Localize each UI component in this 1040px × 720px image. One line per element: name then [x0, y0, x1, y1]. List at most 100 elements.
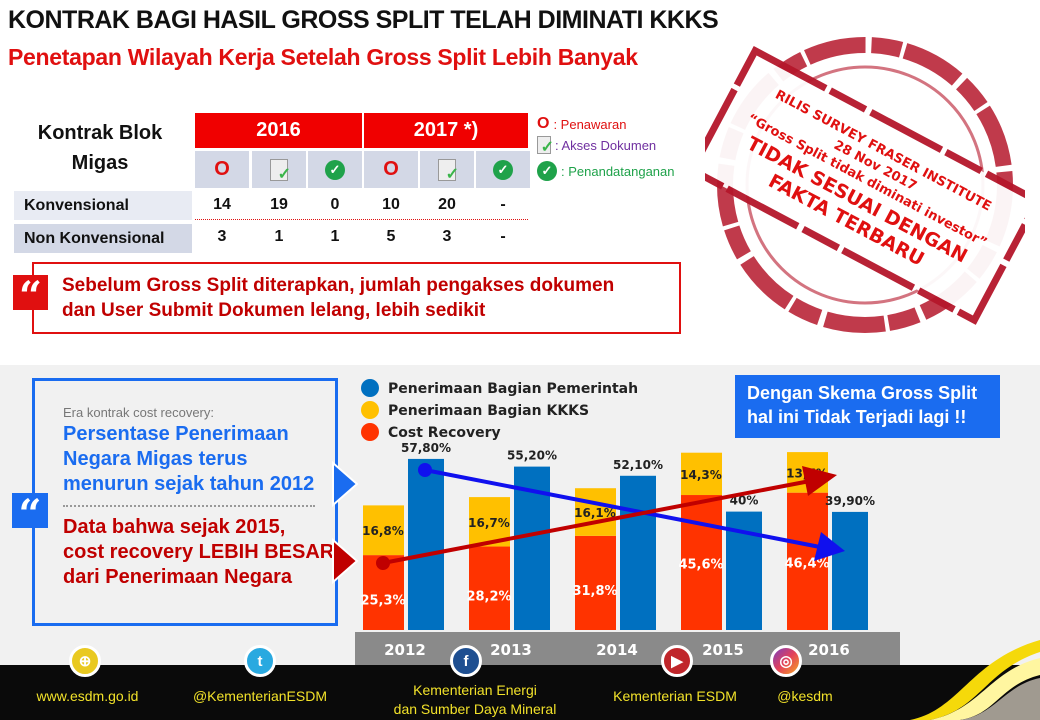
year-header-2016: 2016: [195, 113, 362, 148]
bar-kkks: [363, 505, 404, 556]
row-label-non-konvensional: Non Konvensional: [14, 224, 192, 253]
quote-icon: “: [12, 493, 48, 537]
label-cost-recovery: 46,4%: [784, 556, 829, 571]
red-statement: Data bahwa sejak 2015,: [63, 516, 286, 538]
divider: [63, 505, 315, 507]
facebook-page[interactable]: Kementerian Energi dan Sumber Daya Minera…: [375, 681, 575, 719]
red-statement: cost recovery LEBIH BESAR: [63, 541, 335, 563]
document-check-icon: [270, 158, 291, 184]
quote-icon: “: [13, 275, 48, 319]
youtube-channel[interactable]: Kementerian ESDM: [613, 688, 737, 704]
era-label: Era kontrak cost recovery:: [63, 405, 214, 420]
icon-cell: O: [195, 151, 249, 188]
red-statement: dari Penerimaan Negara: [63, 566, 292, 588]
legend-label: Cost Recovery: [388, 425, 501, 441]
label-cost-recovery: 28,2%: [466, 589, 511, 604]
website-link[interactable]: www.esdm.go.id: [36, 688, 139, 704]
table-cell: 10: [382, 196, 400, 213]
stamp-graphic: RILIS SURVEY FRASER INSTITUTE 28 Nov 201…: [705, 37, 1025, 333]
document-check-icon: [537, 136, 554, 157]
pointer-arrows: [332, 460, 359, 585]
arrowhead-icon: [802, 466, 837, 496]
facebook-icon[interactable]: f: [450, 645, 482, 677]
blue-statement: Negara Migas terus: [63, 448, 248, 470]
legend-akses: : Akses Dokumen: [537, 136, 656, 157]
callout-text: Sebelum Gross Split diterapkan, jumlah p…: [62, 275, 615, 296]
bar-cost-recovery: [469, 546, 510, 630]
label-pemerintah: 55,20%: [507, 449, 557, 463]
blue-statement: menurun sejak tahun 2012: [63, 473, 315, 495]
note-text: hal ini Tidak Terjadi lagi !!: [747, 407, 967, 427]
document-check-icon: [438, 158, 459, 184]
twitter-handle[interactable]: @KementerianESDM: [192, 688, 328, 704]
globe-icon[interactable]: ⊕: [69, 645, 101, 677]
table-cell: 14: [213, 196, 231, 213]
label-kkks: 14,3%: [680, 468, 722, 482]
legend-marker: [361, 401, 379, 419]
label-kkks: 16,8%: [362, 524, 404, 538]
legend-text: : Penandatanganan: [561, 163, 675, 179]
offer-icon: O: [214, 158, 230, 180]
label-pemerintah: 52,10%: [613, 458, 663, 472]
label-cost-recovery: 45,6%: [678, 558, 723, 573]
x-tick-label: 2013: [490, 641, 532, 659]
instagram-handle[interactable]: @kesdm: [777, 688, 833, 704]
legend-label: Penerimaan Bagian Pemerintah: [388, 381, 638, 397]
youtube-icon[interactable]: ▶: [661, 645, 693, 677]
footer-text: Kementerian Energi: [413, 682, 537, 698]
page-subtitle: Penetapan Wilayah Kerja Setelah Gross Sp…: [8, 44, 638, 70]
table-cell: 5: [386, 228, 396, 245]
page-title: KONTRAK BAGI HASIL GROSS SPLIT TELAH DIM…: [8, 6, 719, 34]
x-axis-band: [355, 632, 900, 665]
bar-kkks: [681, 452, 722, 496]
cost-recovery-era-box: Era kontrak cost recovery: Persentase Pe…: [32, 378, 338, 626]
table-cell: 3: [217, 228, 227, 245]
arrowhead-icon: [814, 532, 845, 561]
callout-before-gross-split: Sebelum Gross Split diterapkan, jumlah p…: [32, 262, 681, 334]
footer-text: dan Sumber Daya Mineral: [393, 701, 557, 717]
legend-marker: [361, 423, 379, 441]
bar-pemerintah: [832, 511, 868, 630]
table-label-line: Migas: [71, 152, 129, 174]
table-cell: 1: [274, 228, 284, 245]
trend-arrow-cost-recovery: [382, 479, 811, 565]
bar-pemerintah: [408, 458, 444, 630]
icon-cell: [252, 151, 306, 188]
label-pemerintah: 39,90%: [825, 494, 875, 508]
icon-cell: ✓: [308, 151, 362, 188]
x-tick-label: 2012: [384, 641, 426, 659]
legend-text: : Penawaran: [553, 116, 627, 132]
blue-pointer-icon: [332, 460, 359, 508]
note-text: Dengan Skema Gross Split: [747, 383, 978, 403]
instagram-icon[interactable]: ◎: [770, 645, 802, 677]
blue-statement: Persentase Penerimaan: [63, 423, 289, 445]
arrow-start: [376, 556, 390, 570]
label-kkks: 16,7%: [468, 516, 510, 530]
check-circle-icon: ✓: [537, 161, 557, 181]
table-cell: 19: [270, 196, 288, 213]
legend-penandatanganan: ✓: Penandatanganan: [537, 161, 675, 181]
x-tick-label: 2016: [808, 641, 850, 659]
label-pemerintah: 40%: [730, 494, 759, 508]
arrow-start: [418, 463, 432, 477]
bar-cost-recovery: [575, 535, 616, 630]
table-cell: 1: [330, 228, 340, 245]
bar-cost-recovery: [681, 495, 722, 630]
icon-cell: O: [364, 151, 418, 188]
label-kkks: 16,1%: [574, 506, 616, 520]
offer-icon: O: [537, 115, 550, 132]
table-label-line: Kontrak Blok: [37, 122, 163, 144]
bar-kkks: [575, 488, 616, 536]
icon-cell: [420, 151, 474, 188]
footer: [0, 665, 1040, 720]
table-cell: 0: [330, 196, 340, 213]
twitter-icon[interactable]: t: [244, 645, 276, 677]
check-circle-icon: ✓: [325, 159, 345, 180]
gross-split-note: Dengan Skema Gross Split hal ini Tidak T…: [735, 375, 1000, 438]
table-cell: -: [500, 196, 506, 213]
check-circle-icon: ✓: [493, 159, 513, 180]
bar-pemerintah: [620, 475, 656, 630]
label-cost-recovery: 25,3%: [360, 594, 405, 609]
table-cell: 3: [442, 228, 452, 245]
row-divider: [195, 219, 528, 220]
